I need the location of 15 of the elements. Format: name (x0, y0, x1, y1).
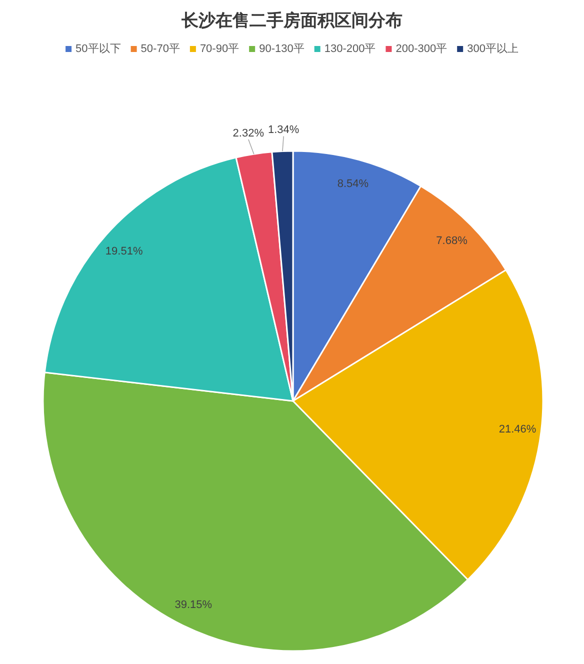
data-label: 21.46% (498, 424, 536, 436)
data-label: 1.34% (268, 124, 300, 136)
legend-label: 200-300平 (396, 43, 448, 55)
data-label: 19.51% (105, 245, 143, 258)
legend-label: 50平以下 (76, 42, 121, 55)
legend-label: 70-90平 (200, 43, 240, 55)
data-label: 39.15% (174, 599, 212, 612)
data-label: 2.32% (232, 127, 264, 140)
legend-label: 300平以上 (467, 42, 518, 55)
legend-label: 130-200平 (324, 43, 376, 55)
chart-title: 长沙在售二手房面积区间分布 (180, 11, 402, 30)
data-label: 7.68% (436, 234, 468, 247)
legend-label: 90-130平 (259, 43, 304, 55)
data-label: 8.54% (337, 178, 369, 190)
legend-label: 50-70平 (140, 43, 180, 55)
